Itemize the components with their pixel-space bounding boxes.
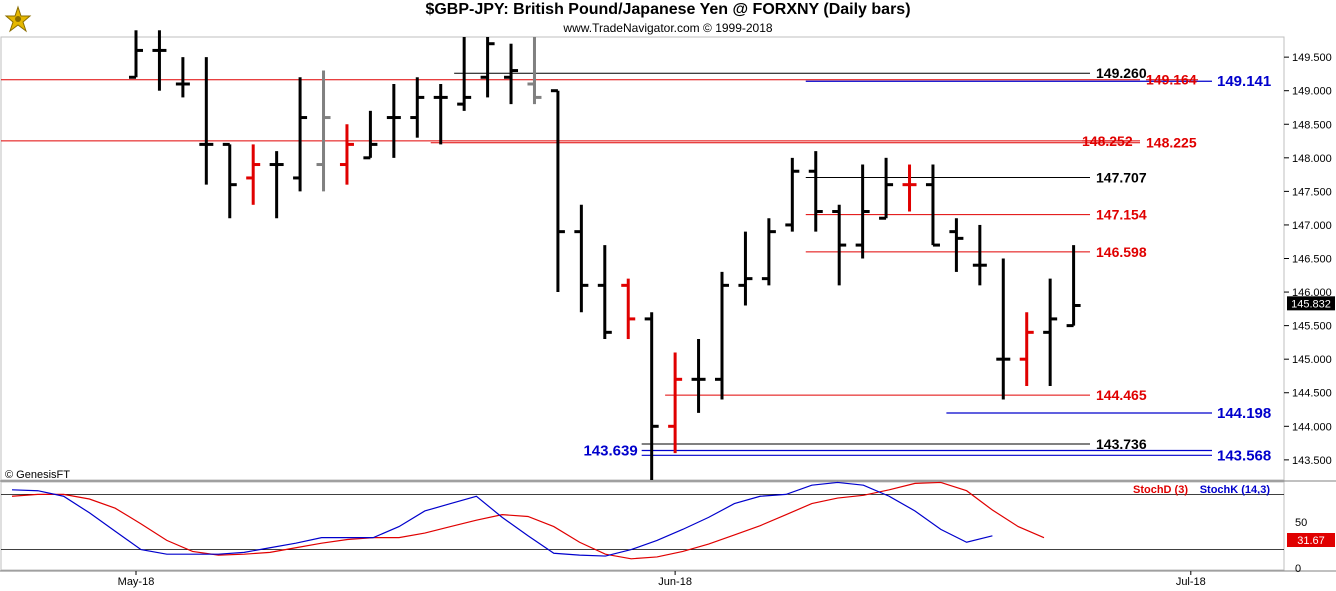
x-tick-label: Jun-18 [658,576,692,588]
x-tick-label: May-18 [118,576,155,588]
stoch-last-box [1287,533,1335,547]
level-label: 146.598 [1096,244,1147,260]
level-label: 144.465 [1096,387,1147,403]
y-tick-label: 144.500 [1292,388,1332,400]
y-tick-label: 144.000 [1292,421,1332,433]
stoch-k-line [11,481,993,557]
y-tick-label: 146.000 [1292,287,1332,299]
stoch-last-label: 31.67 [1297,535,1325,547]
stoch-legend-k: StochK (14,3) [1200,484,1271,496]
price-panel-frame [0,36,1285,481]
level-label: 143.639 [583,443,637,460]
level-label: 147.707 [1096,169,1147,185]
level-label: 143.736 [1096,436,1147,452]
level-label: 148.225 [1146,135,1197,151]
level-label: 147.154 [1096,207,1147,223]
y-tick-label: 145.500 [1292,321,1332,333]
stoch-legend-d: StochD (3) [1133,484,1188,496]
y-tick-label: 148.500 [1292,119,1332,131]
y-tick-label: 149.000 [1292,86,1332,98]
y-tick-label: 149.500 [1292,52,1332,64]
last-price-label: 145.832 [1291,298,1331,310]
genesis-logo-icon [4,4,32,34]
y-tick-label: 147.000 [1292,220,1332,232]
level-label: 149.141 [1217,73,1271,90]
y-tick-label: 147.500 [1292,186,1332,198]
chart-subtitle: www.TradeNavigator.com © 1999-2018 [563,21,773,35]
y-tick-label: 148.000 [1292,153,1332,165]
y-tick-label: 143.500 [1292,455,1332,467]
stoch-d-line [11,481,1045,560]
last-price-box [1287,296,1335,311]
stoch-tick-label: 0 [1295,563,1301,575]
y-tick-label: 145.000 [1292,354,1332,366]
level-label: 144.198 [1217,405,1271,422]
stoch-panel-frame [0,481,1285,571]
chart-title: $GBP-JPY: British Pound/Japanese Yen @ F… [425,1,911,18]
x-tick-label: Jul-18 [1176,576,1206,588]
stoch-tick-label: 50 [1295,517,1307,529]
y-tick-label: 146.500 [1292,254,1332,266]
level-label: 149.260 [1096,65,1147,81]
copyright-text: © GenesisFT [5,469,70,481]
level-label: 143.568 [1217,447,1271,464]
